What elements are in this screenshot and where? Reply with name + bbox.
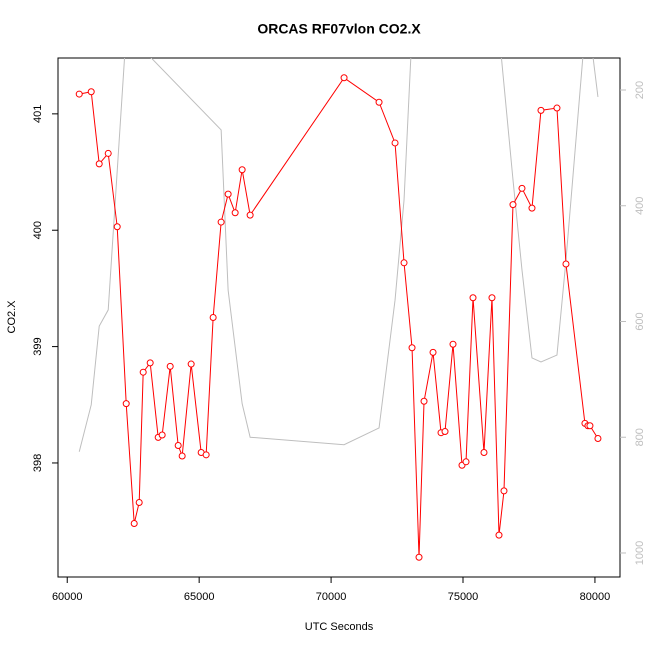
x-axis-label: UTC Seconds	[305, 621, 374, 633]
point	[187, 360, 195, 368]
point	[166, 362, 174, 370]
point	[562, 260, 570, 268]
x-tick-label: 60000	[52, 591, 83, 603]
point	[415, 553, 423, 561]
x-tick-label: 80000	[580, 591, 611, 603]
point	[246, 211, 254, 219]
point	[495, 531, 503, 539]
point	[87, 88, 95, 96]
point	[420, 397, 428, 405]
y2-tick-label: 600	[634, 312, 646, 330]
x-tick-label: 75000	[448, 591, 479, 603]
y2-tick-label: 200	[634, 81, 646, 99]
series-line	[78, 58, 599, 452]
y-tick-label: 398	[32, 454, 44, 472]
point	[594, 435, 602, 443]
point	[391, 139, 399, 147]
y-tick-label: 399	[32, 337, 44, 355]
y-axis-label: CO2.X	[6, 300, 18, 334]
y2-tick-label: 1000	[634, 541, 646, 565]
point	[488, 294, 496, 302]
point	[400, 259, 408, 267]
y-tick-label: 400	[32, 221, 44, 239]
point	[104, 149, 112, 157]
plot-area	[75, 58, 602, 561]
chart-title: ORCAS RF07vlon CO2.X	[257, 21, 421, 37]
point	[231, 209, 239, 217]
point	[429, 348, 437, 356]
point	[224, 190, 232, 198]
point	[408, 344, 416, 352]
point	[586, 422, 594, 430]
point	[135, 499, 143, 507]
point	[146, 359, 154, 367]
point	[158, 431, 166, 439]
point	[518, 184, 526, 192]
point	[130, 519, 138, 527]
series-line	[79, 77, 599, 558]
point	[113, 223, 121, 231]
point	[174, 442, 182, 450]
point	[238, 166, 246, 174]
y2-tick-label: 800	[634, 428, 646, 446]
point	[462, 458, 470, 466]
point	[95, 160, 103, 168]
point	[441, 428, 449, 436]
point	[480, 448, 488, 456]
point	[528, 204, 536, 212]
point	[340, 74, 348, 82]
point	[449, 340, 457, 348]
point	[178, 452, 186, 460]
point	[122, 400, 130, 408]
point	[202, 451, 210, 459]
point	[209, 314, 217, 321]
point	[537, 106, 545, 114]
x-tick-label: 65000	[184, 591, 215, 603]
y-tick-label: 401	[32, 105, 44, 123]
x-tick-label: 70000	[316, 591, 347, 603]
point	[75, 90, 83, 98]
y2-tick-label: 400	[634, 197, 646, 215]
point	[375, 98, 383, 106]
point	[139, 368, 147, 376]
point	[469, 294, 477, 302]
plot-frame	[57, 57, 621, 578]
point	[500, 487, 508, 495]
point	[553, 104, 561, 112]
point	[217, 218, 225, 226]
point	[509, 201, 517, 209]
